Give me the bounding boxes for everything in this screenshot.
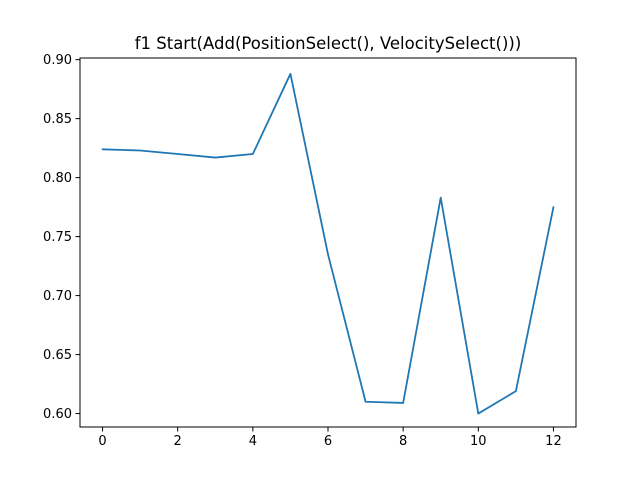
x-tick-label: 0: [98, 434, 106, 449]
y-tick-label: 0.65: [43, 348, 72, 363]
chart-title: f1 Start(Add(PositionSelect(), VelocityS…: [135, 34, 522, 53]
x-tick-label: 10: [470, 434, 487, 449]
y-tick-label: 0.75: [43, 230, 72, 245]
x-tick-label: 8: [399, 434, 407, 449]
x-axis: 0 2 4 6 8 10 12: [98, 427, 562, 449]
y-tick-label: 0.60: [43, 407, 72, 422]
x-tick-label: 12: [545, 434, 562, 449]
y-tick-label: 0.70: [43, 289, 72, 304]
y-tick-label: 0.85: [43, 112, 72, 127]
y-tick-label: 0.80: [43, 171, 72, 186]
x-tick-label: 2: [174, 434, 182, 449]
series-group: [101, 72, 555, 415]
y-axis: 0.60 0.65 0.70 0.75 0.80 0.85 0.90: [43, 53, 80, 422]
x-tick-label: 4: [249, 434, 257, 449]
series-line: [101, 72, 555, 415]
y-tick-label: 0.90: [43, 53, 72, 68]
x-tick-label: 6: [324, 434, 332, 449]
plot-frame: [79, 57, 577, 428]
